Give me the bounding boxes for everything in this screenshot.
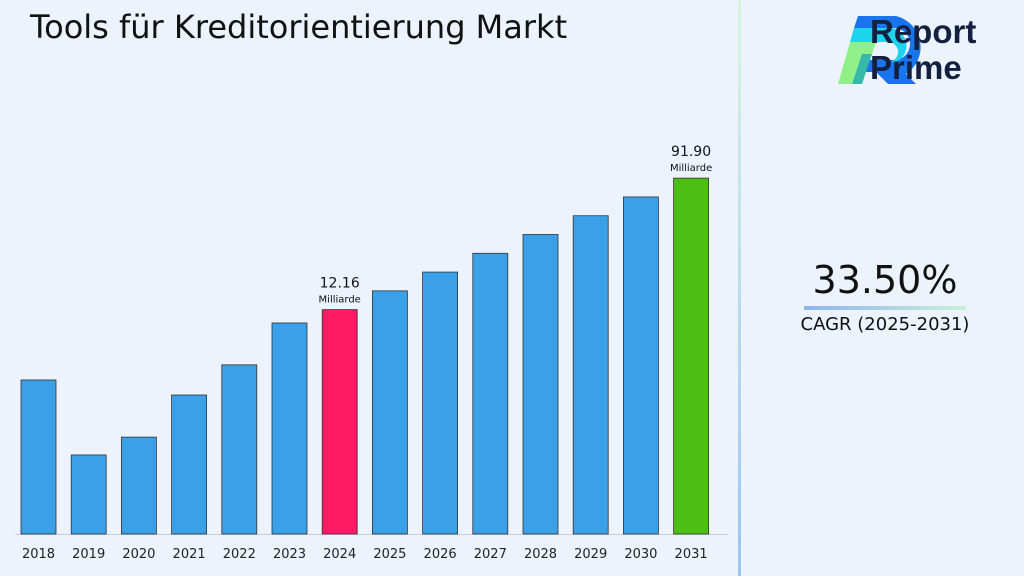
x-tick-label: 2020 — [122, 547, 155, 562]
chart-title: Tools für Kreditorientierung Markt — [30, 8, 568, 46]
bar-2018 — [20, 379, 57, 535]
data-label-unit: Milliarde — [670, 163, 712, 174]
bar-2019 — [70, 454, 107, 535]
bar-2025 — [371, 290, 408, 535]
cagr-value: 33.50% — [812, 258, 958, 302]
bar-chart: 2018 2019 2020 2021 2022 2023 2024 12.16 Milliar… — [15, 144, 728, 562]
data-label-value: 91.90 — [671, 144, 711, 160]
x-tick-label: 2019 — [72, 547, 105, 562]
logo-text: Report Prime — [870, 14, 976, 86]
divider — [738, 0, 741, 576]
report-prime-logo-icon — [838, 16, 921, 84]
bar-2024 — [321, 309, 358, 535]
bar-2026 — [422, 271, 459, 535]
bar-2027 — [472, 252, 509, 535]
x-tick-label: 2022 — [223, 547, 256, 562]
cagr-label: CAGR (2025-2031) — [800, 314, 970, 335]
bar-2028 — [522, 234, 559, 535]
cagr-panel: 33.50% CAGR (2025-2031) — [790, 258, 980, 335]
bar-2031 — [673, 177, 709, 535]
x-tick-label: 2021 — [173, 547, 206, 562]
bar-2020 — [121, 436, 157, 535]
x-tick-label: 2027 — [474, 547, 507, 562]
x-tick-label: 2031 — [675, 547, 708, 562]
x-tick-label: 2030 — [624, 547, 657, 562]
bar-2029 — [572, 215, 609, 535]
x-tick-label: 2026 — [424, 547, 457, 562]
logo-line1: Report — [870, 13, 977, 50]
bar-2023 — [271, 322, 308, 535]
x-tick-label: 2028 — [524, 547, 557, 562]
data-label-unit: Milliarde — [319, 295, 361, 306]
logo-line2: Prime — [870, 49, 962, 86]
x-tick-label: 2024 — [323, 547, 356, 562]
cagr-underline — [804, 306, 966, 310]
bar-2021 — [171, 394, 208, 535]
bar-2022 — [221, 364, 258, 535]
x-tick-label: 2023 — [273, 547, 306, 562]
bar-2030 — [623, 196, 659, 535]
x-tick-label: 2025 — [373, 547, 406, 562]
x-tick-label: 2018 — [22, 547, 55, 562]
data-label-value: 12.16 — [320, 276, 360, 292]
x-tick-label: 2029 — [574, 547, 607, 562]
